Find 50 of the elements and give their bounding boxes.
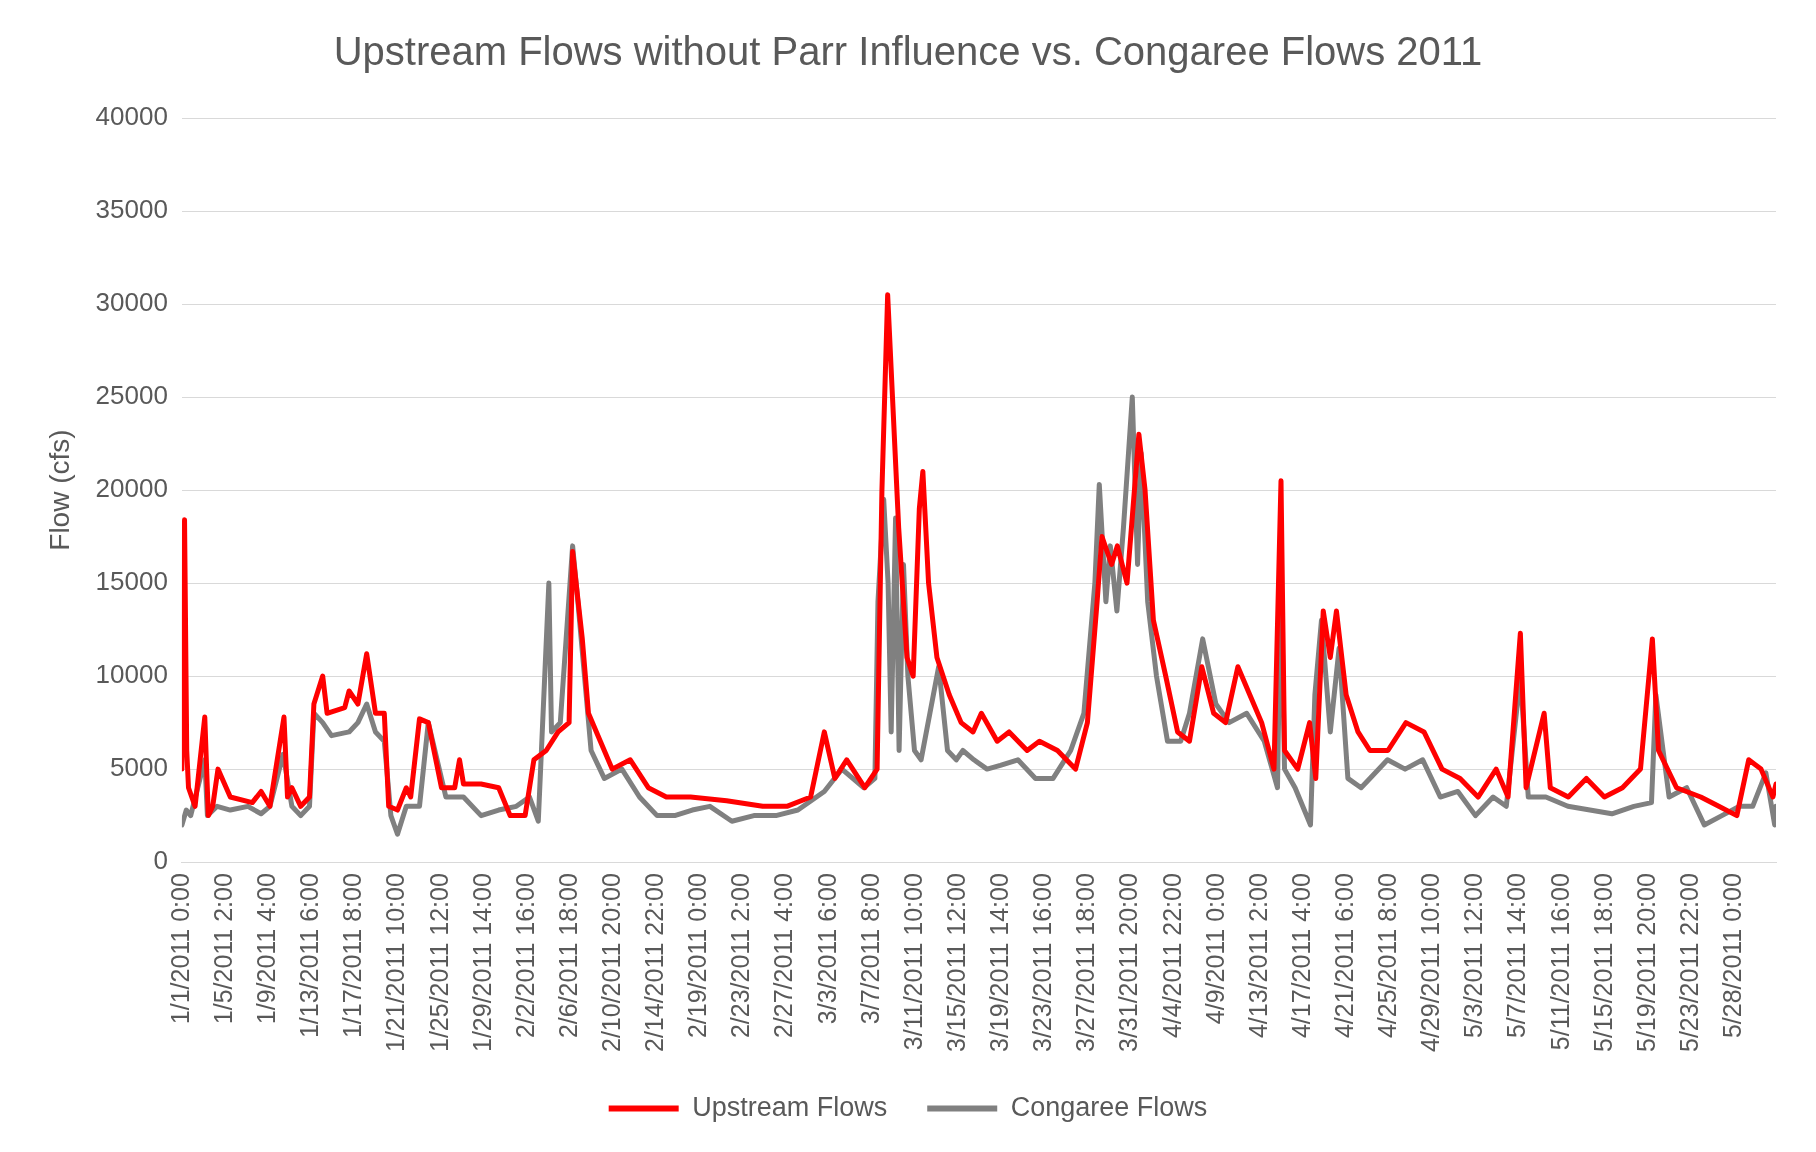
x-tick-label: 5/23/2011 22:00 bbox=[1674, 873, 1703, 1053]
x-tick-label: 1/9/2011 4:00 bbox=[252, 873, 281, 1025]
y-tick-label: 10000 bbox=[95, 659, 168, 690]
x-tick-label: 3/7/2011 8:00 bbox=[855, 873, 884, 1025]
x-tick-label: 1/25/2011 12:00 bbox=[424, 873, 453, 1053]
x-tick-label: 5/19/2011 20:00 bbox=[1631, 873, 1660, 1053]
y-tick-label: 40000 bbox=[95, 101, 168, 132]
x-tick-label: 2/10/2011 20:00 bbox=[596, 873, 625, 1053]
x-tick-label: 4/17/2011 4:00 bbox=[1286, 873, 1315, 1039]
x-tick-label: 4/21/2011 6:00 bbox=[1330, 873, 1359, 1039]
x-tick-label: 1/1/2011 0:00 bbox=[165, 873, 194, 1025]
y-axis-title: Flow (cfs) bbox=[43, 429, 75, 551]
x-tick-label: 2/14/2011 22:00 bbox=[640, 873, 669, 1053]
x-tick-label: 3/3/2011 6:00 bbox=[812, 873, 841, 1025]
x-tick-label: 1/29/2011 14:00 bbox=[467, 873, 496, 1053]
x-tick-label: 5/28/2011 0:00 bbox=[1718, 873, 1747, 1039]
x-tick-label: 3/19/2011 14:00 bbox=[985, 873, 1014, 1053]
y-tick-label: 0 bbox=[153, 845, 168, 876]
x-tick-label: 2/27/2011 4:00 bbox=[769, 873, 798, 1039]
x-tick-label: 5/7/2011 14:00 bbox=[1502, 873, 1531, 1039]
x-tick-label: 3/11/2011 10:00 bbox=[898, 873, 927, 1051]
legend-label: Upstream Flows bbox=[692, 1091, 888, 1122]
y-tick-label: 20000 bbox=[95, 473, 168, 504]
y-tick-label: 30000 bbox=[95, 287, 168, 318]
x-tick-label: 4/9/2011 0:00 bbox=[1200, 873, 1229, 1025]
x-tick-label: 4/25/2011 8:00 bbox=[1373, 873, 1402, 1039]
x-tick-label: 3/27/2011 18:00 bbox=[1071, 873, 1100, 1053]
y-tick-label: 5000 bbox=[110, 752, 168, 783]
x-tick-label: 1/13/2011 6:00 bbox=[295, 873, 324, 1039]
x-tick-label: 2/2/2011 16:00 bbox=[510, 873, 539, 1039]
x-tick-label: 5/15/2011 18:00 bbox=[1588, 873, 1617, 1053]
x-tick-label: 2/19/2011 0:00 bbox=[683, 873, 712, 1039]
x-tick-label: 3/31/2011 20:00 bbox=[1114, 873, 1143, 1053]
x-tick-label: 1/21/2011 10:00 bbox=[381, 873, 410, 1053]
x-tick-label: 3/15/2011 12:00 bbox=[941, 873, 970, 1053]
x-tick-label: 4/29/2011 10:00 bbox=[1416, 873, 1445, 1053]
chart-title: Upstream Flows without Parr Influence vs. Congaree Flows 2011 bbox=[333, 29, 1483, 74]
y-tick-label: 35000 bbox=[95, 194, 168, 225]
x-tick-label: 1/5/2011 2:00 bbox=[208, 873, 237, 1025]
x-tick-label: 2/6/2011 18:00 bbox=[553, 873, 582, 1039]
x-tick-label: 4/13/2011 2:00 bbox=[1243, 873, 1272, 1039]
x-tick-label: 3/23/2011 16:00 bbox=[1028, 873, 1057, 1053]
y-tick-label: 15000 bbox=[95, 566, 168, 597]
x-tick-label: 5/11/2011 16:00 bbox=[1545, 873, 1574, 1051]
y-tick-label: 25000 bbox=[95, 380, 168, 411]
x-tick-label: 5/3/2011 12:00 bbox=[1459, 873, 1488, 1039]
x-tick-label: 2/23/2011 2:00 bbox=[726, 873, 755, 1039]
x-tick-label: 4/4/2011 22:00 bbox=[1157, 873, 1186, 1039]
legend-label: Congaree Flows bbox=[1010, 1091, 1208, 1122]
x-tick-label: 1/17/2011 8:00 bbox=[338, 873, 367, 1039]
